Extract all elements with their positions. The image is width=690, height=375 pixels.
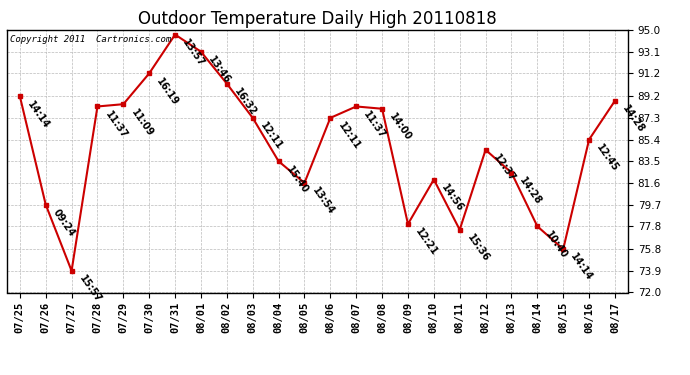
Text: 15:40: 15:40 — [284, 164, 310, 195]
Text: 15:57: 15:57 — [77, 274, 103, 305]
Text: 14:56: 14:56 — [440, 182, 465, 213]
Text: 12:11: 12:11 — [336, 121, 362, 152]
Text: 13:57: 13:57 — [181, 38, 206, 69]
Text: 12:21: 12:21 — [413, 227, 440, 258]
Text: 13:46: 13:46 — [206, 54, 233, 86]
Text: 12:11: 12:11 — [258, 121, 284, 152]
Text: 16:19: 16:19 — [155, 76, 181, 107]
Text: 11:37: 11:37 — [103, 109, 129, 140]
Text: 14:14: 14:14 — [26, 99, 51, 130]
Text: 11:37: 11:37 — [362, 109, 388, 140]
Text: 14:00: 14:00 — [388, 111, 413, 142]
Text: 14:28: 14:28 — [517, 176, 543, 207]
Text: 12:45: 12:45 — [595, 142, 620, 174]
Text: Copyright 2011  Cartronics.com: Copyright 2011 Cartronics.com — [10, 35, 171, 44]
Text: 16:32: 16:32 — [233, 86, 258, 117]
Text: 10:40: 10:40 — [543, 229, 569, 260]
Text: 15:36: 15:36 — [465, 232, 491, 264]
Text: 12:37: 12:37 — [491, 153, 517, 184]
Text: 13:54: 13:54 — [310, 186, 336, 217]
Text: 11:09: 11:09 — [129, 107, 155, 138]
Text: 14:14: 14:14 — [569, 252, 595, 283]
Text: 14:28: 14:28 — [620, 104, 647, 135]
Title: Outdoor Temperature Daily High 20110818: Outdoor Temperature Daily High 20110818 — [138, 10, 497, 28]
Text: 09:24: 09:24 — [51, 207, 77, 238]
